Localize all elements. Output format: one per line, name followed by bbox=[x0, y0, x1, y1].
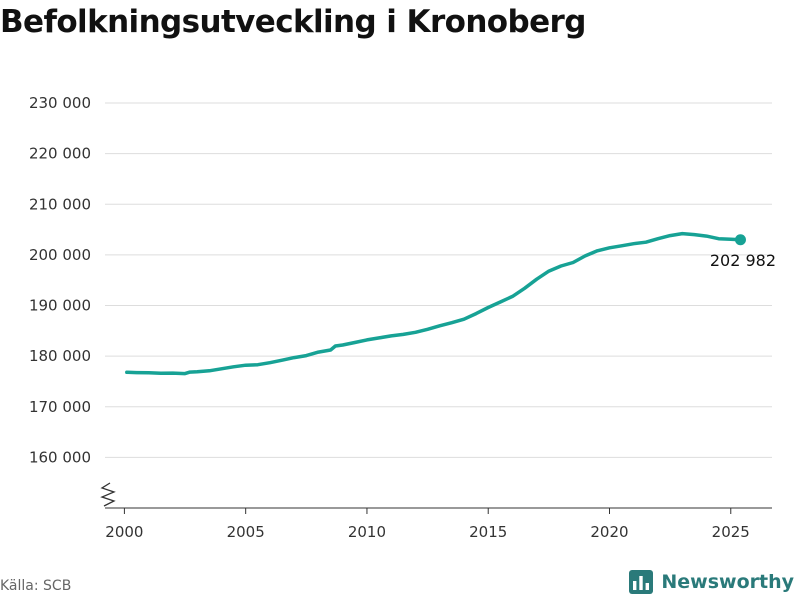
y-tick-label: 170 000 bbox=[29, 398, 91, 416]
y-tick-label: 230 000 bbox=[29, 94, 91, 112]
series-line bbox=[125, 231, 743, 376]
y-tick-label: 220 000 bbox=[29, 145, 91, 163]
x-tick-label: 2025 bbox=[712, 523, 750, 541]
end-point-marker bbox=[734, 234, 746, 246]
brand-logo: Newsworthy bbox=[629, 570, 794, 594]
end-point-label: 202 982 bbox=[710, 251, 776, 270]
x-axis bbox=[100, 482, 772, 509]
bar-chart-icon bbox=[629, 570, 654, 594]
y-tick-label: 190 000 bbox=[29, 297, 91, 315]
y-tick-label: 160 000 bbox=[29, 448, 91, 466]
series-layer: 202 982 bbox=[125, 231, 776, 376]
y-axis-ticks: 160 000 170 000 180 000 190 000 200 000 210 0… bbox=[29, 94, 91, 466]
x-axis-ticks: 2000 2005 2010 2015 2020 2025 bbox=[105, 508, 750, 541]
x-tick-label: 2015 bbox=[469, 523, 507, 541]
source-note: Källa: SCB bbox=[0, 578, 72, 594]
x-tick-label: 2000 bbox=[105, 523, 143, 541]
y-tick-label: 180 000 bbox=[29, 347, 91, 365]
x-tick-label: 2010 bbox=[348, 523, 386, 541]
y-tick-label: 210 000 bbox=[29, 195, 91, 213]
x-tick-label: 2020 bbox=[590, 523, 628, 541]
y-tick-label: 200 000 bbox=[29, 246, 91, 264]
axis-break-icon bbox=[100, 482, 116, 507]
brand-name: Newsworthy bbox=[661, 571, 794, 593]
x-tick-label: 2005 bbox=[227, 523, 265, 541]
chart-title: Befolkningsutveckling i Kronoberg bbox=[0, 4, 586, 40]
gridlines bbox=[105, 102, 772, 458]
